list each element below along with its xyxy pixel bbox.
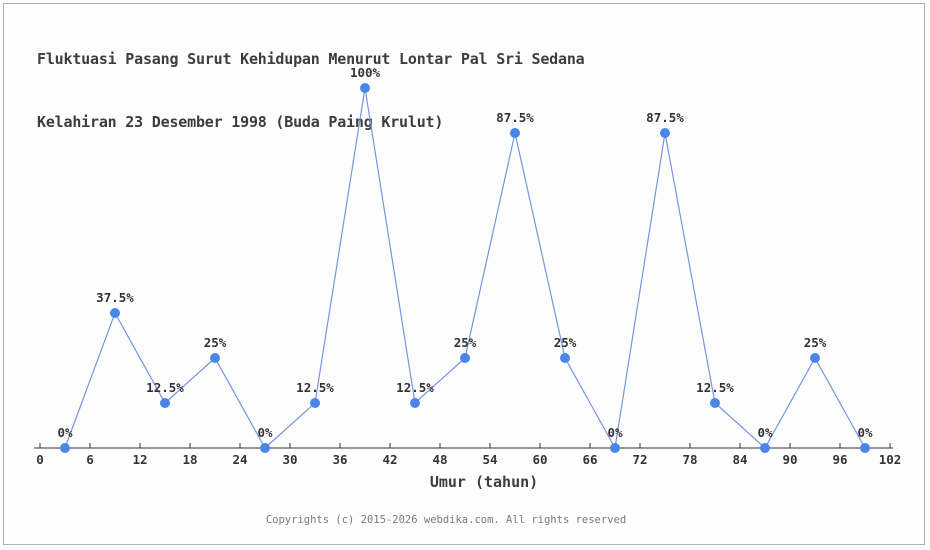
chart-title: Fluktuasi Pasang Surut Kehidupan Menurut… xyxy=(37,7,585,154)
data-point xyxy=(510,128,520,138)
data-point-label: 0% xyxy=(757,425,773,440)
data-point-label: 12.5% xyxy=(296,380,334,395)
data-point-label: 37.5% xyxy=(96,290,134,305)
data-point-label: 0% xyxy=(57,425,73,440)
data-point xyxy=(110,308,120,318)
x-axis-tick-label: 24 xyxy=(232,452,247,467)
x-axis-tick-label: 90 xyxy=(782,452,797,467)
chart-frame xyxy=(3,3,925,545)
data-point xyxy=(610,443,620,453)
data-point xyxy=(660,128,670,138)
x-axis-tick-label: 18 xyxy=(182,452,197,467)
chart-title-line1: Fluktuasi Pasang Surut Kehidupan Menurut… xyxy=(37,50,585,68)
data-point xyxy=(760,443,770,453)
data-point xyxy=(310,398,320,408)
x-axis-tick-label: 66 xyxy=(582,452,597,467)
data-point-label: 25% xyxy=(554,335,577,350)
data-point xyxy=(360,83,370,93)
x-axis-tick-label: 78 xyxy=(682,452,697,467)
x-axis-tick-label: 96 xyxy=(832,452,847,467)
data-point xyxy=(710,398,720,408)
data-point xyxy=(410,398,420,408)
x-axis-tick-label: 30 xyxy=(282,452,297,467)
x-axis-tick-label: 84 xyxy=(732,452,747,467)
x-axis-tick-label: 6 xyxy=(86,452,94,467)
x-axis-tick-label: 102 xyxy=(879,452,902,467)
data-point-label: 87.5% xyxy=(496,110,534,125)
x-axis-tick-label: 48 xyxy=(432,452,447,467)
data-point-label: 87.5% xyxy=(646,110,684,125)
data-point-label: 0% xyxy=(257,425,273,440)
data-point-label: 25% xyxy=(204,335,227,350)
data-point xyxy=(60,443,70,453)
data-point xyxy=(160,398,170,408)
x-axis-tick-label: 54 xyxy=(482,452,497,467)
data-point-label: 0% xyxy=(857,425,873,440)
x-axis-tick-label: 72 xyxy=(632,452,647,467)
data-point-label: 12.5% xyxy=(696,380,734,395)
x-axis-tick-label: 42 xyxy=(382,452,397,467)
x-axis-title: Umur (tahun) xyxy=(430,473,538,491)
copyright-text: Copyrights (c) 2015-2026 webdika.com. Al… xyxy=(265,514,627,526)
data-point-label: 0% xyxy=(607,425,623,440)
chart-title-line2: Kelahiran 23 Desember 1998 (Buda Paing K… xyxy=(37,113,444,131)
data-point xyxy=(460,353,470,363)
x-axis-tick-label: 12 xyxy=(132,452,147,467)
data-point xyxy=(560,353,570,363)
data-point-label: 25% xyxy=(804,335,827,350)
data-point-label: 12.5% xyxy=(146,380,184,395)
data-point xyxy=(810,353,820,363)
x-axis-tick-label: 0 xyxy=(36,452,44,467)
data-point-label: 25% xyxy=(454,335,477,350)
data-point xyxy=(860,443,870,453)
data-point-label: 12.5% xyxy=(396,380,434,395)
x-axis-tick-label: 60 xyxy=(532,452,547,467)
data-point xyxy=(260,443,270,453)
data-point xyxy=(210,353,220,363)
data-point-label: 100% xyxy=(350,65,381,80)
x-axis-tick-label: 36 xyxy=(332,452,347,467)
data-line xyxy=(64,87,866,450)
